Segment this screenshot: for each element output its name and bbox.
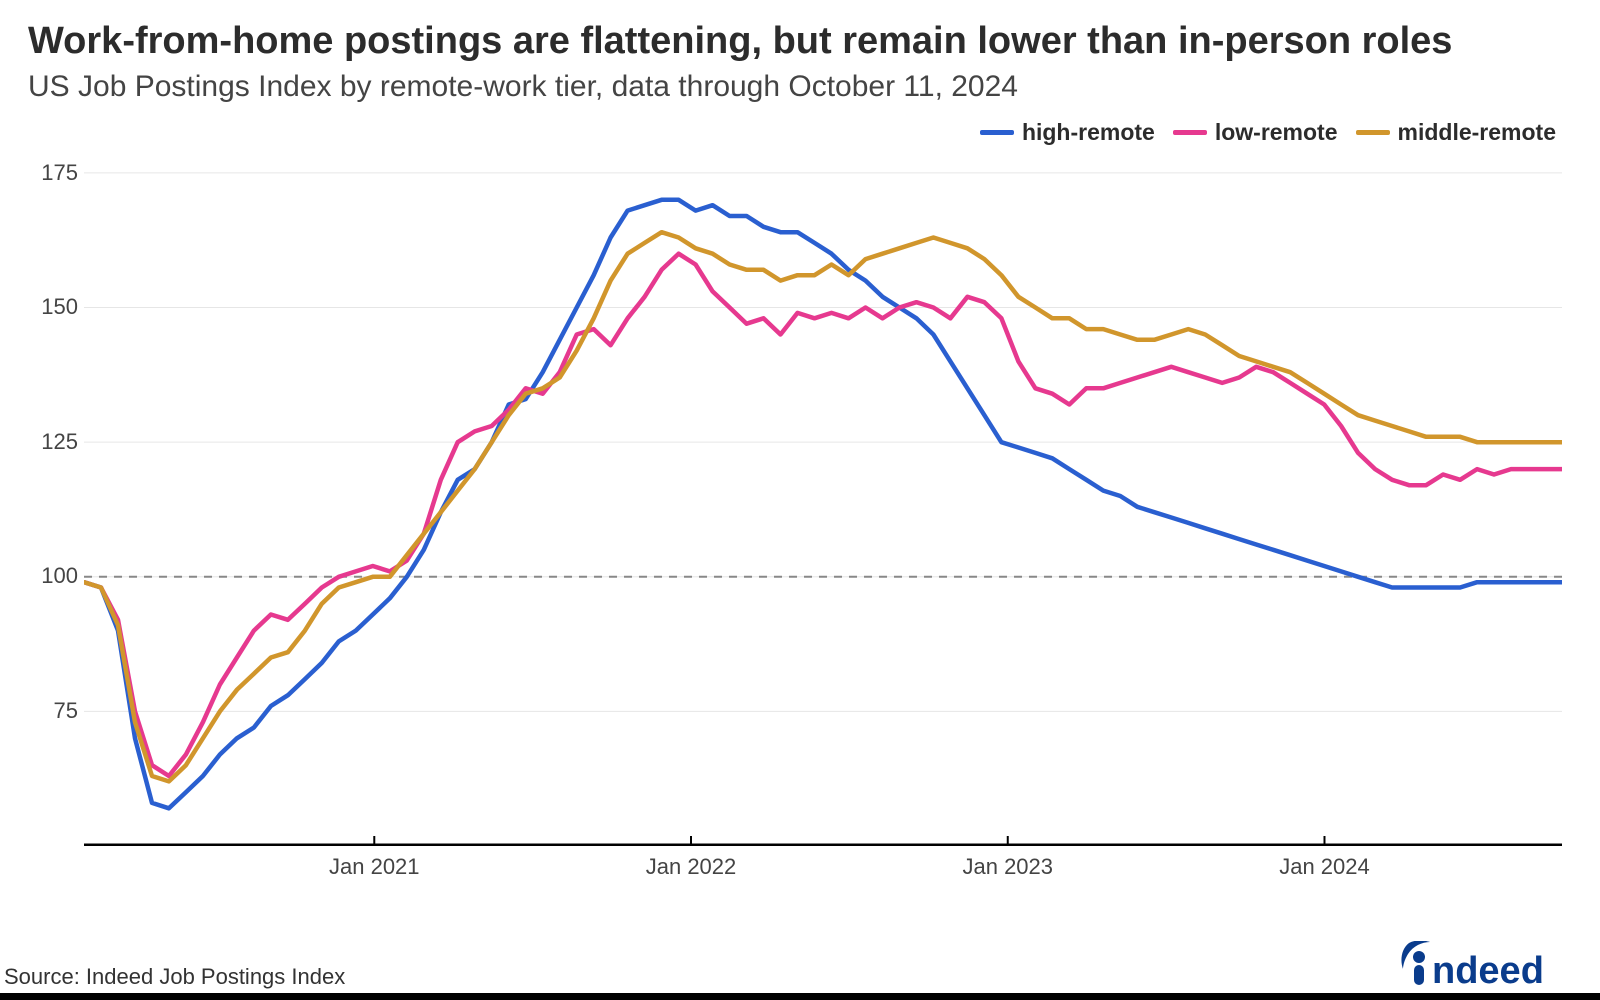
x-axis-labels: Jan 2021 Jan 2022 Jan 2023 Jan 2024 <box>84 846 1562 882</box>
legend-swatch <box>980 130 1014 135</box>
y-tick-label: 175 <box>41 160 78 186</box>
legend-swatch <box>1356 130 1390 135</box>
footer: Source: Indeed Job Postings Index ndeed <box>0 942 1600 1000</box>
legend-item-middle-remote: middle-remote <box>1356 119 1556 146</box>
y-tick-label: 75 <box>54 698 78 724</box>
legend-item-high-remote: high-remote <box>980 119 1155 146</box>
x-tick-label: Jan 2021 <box>329 854 420 880</box>
x-tick-label: Jan 2023 <box>962 854 1053 880</box>
legend-label: middle-remote <box>1398 119 1556 146</box>
indeed-logo-i-stem <box>1414 965 1424 985</box>
series-low-remote <box>84 253 1562 775</box>
legend-label: low-remote <box>1215 119 1338 146</box>
x-tick-label: Jan 2024 <box>1279 854 1370 880</box>
y-tick-label: 125 <box>41 429 78 455</box>
y-tick-label: 100 <box>41 563 78 589</box>
legend: high-remote low-remote middle-remote <box>28 114 1572 146</box>
indeed-logo: ndeed <box>1396 941 1576 992</box>
chart-subtitle: US Job Postings Index by remote-work tie… <box>28 70 1572 104</box>
line-chart-svg <box>84 146 1562 846</box>
source-text: Source: Indeed Job Postings Index <box>4 964 345 990</box>
chart-title: Work-from-home postings are flattening, … <box>28 20 1572 64</box>
series-high-remote <box>84 199 1562 808</box>
footer-bar <box>0 993 1600 1000</box>
indeed-logo-text: ndeed <box>1432 950 1544 987</box>
legend-swatch <box>1173 130 1207 135</box>
y-axis-labels: 75 100 125 150 175 <box>28 146 84 846</box>
legend-item-low-remote: low-remote <box>1173 119 1338 146</box>
legend-label: high-remote <box>1022 119 1155 146</box>
indeed-logo-dot <box>1413 951 1425 963</box>
y-tick-label: 150 <box>41 294 78 320</box>
x-tick-label: Jan 2022 <box>646 854 737 880</box>
plot-area: 75 100 125 150 175 <box>28 146 1572 846</box>
